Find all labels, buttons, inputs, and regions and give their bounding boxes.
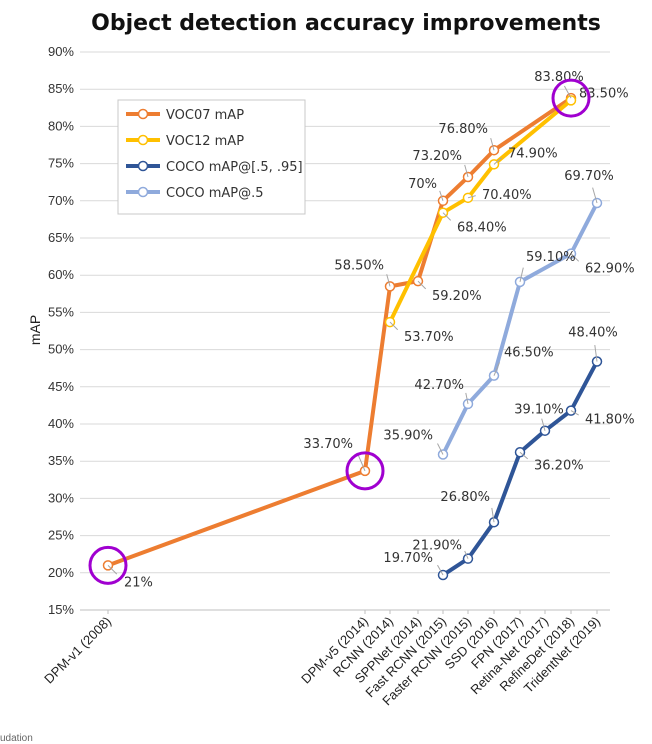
- label-leader: [519, 267, 524, 283]
- y-tick-label: 55%: [48, 304, 74, 319]
- label-leader: [570, 410, 579, 416]
- data-label-voc07-map: 76.80%: [438, 122, 488, 137]
- y-tick-label: 35%: [48, 453, 74, 468]
- y-tick-label: 30%: [48, 490, 74, 505]
- highlight-circle: [345, 451, 385, 491]
- legend-box: [117, 99, 306, 215]
- y-axis-label: mAP: [27, 315, 43, 345]
- label-leader: [541, 418, 546, 431]
- y-tick-label: 75%: [48, 156, 74, 171]
- label-leader: [464, 550, 469, 559]
- data-label-coco-map-5: 35.90%: [383, 429, 433, 444]
- data-label-voc12-map: 53.70%: [404, 330, 454, 345]
- y-tick-label: 90%: [48, 44, 74, 59]
- label-leader: [357, 455, 366, 472]
- data-label-voc12-map: 74.90%: [508, 146, 558, 161]
- data-point-voc12-map: [565, 95, 577, 106]
- label-leader: [493, 362, 500, 376]
- label-leaders: [107, 85, 598, 576]
- data-label-coco-map-5-95: 19.70%: [383, 551, 433, 566]
- label-leader: [592, 187, 598, 204]
- label-leader: [570, 253, 580, 262]
- label-leader: [417, 280, 427, 290]
- label-leader: [439, 190, 444, 201]
- data-label-coco-map-5-95: 26.80%: [440, 490, 490, 505]
- legend-label-coco-map-5: COCO mAP@.5: [166, 186, 264, 201]
- label-leader: [594, 344, 598, 362]
- data-label-voc07-map: 73.20%: [412, 149, 462, 164]
- y-tick-label: 20%: [48, 565, 74, 580]
- legend-marker: [137, 160, 149, 172]
- y-tick-label: 70%: [48, 193, 74, 208]
- label-leader: [519, 451, 529, 460]
- label-leader: [563, 85, 572, 99]
- data-label-coco-map-5-95: 39.10%: [514, 403, 564, 418]
- y-tick-label: 60%: [48, 267, 74, 282]
- y-tick-label: 65%: [48, 230, 74, 245]
- highlight-circles: [88, 78, 591, 585]
- label-leader: [437, 564, 444, 576]
- label-leader: [491, 507, 495, 523]
- label-leader: [386, 274, 391, 287]
- data-label-voc07-map: 33.70%: [303, 437, 353, 452]
- y-tick-label: 25%: [48, 528, 74, 543]
- data-label-voc07-map: 59.20%: [432, 289, 482, 304]
- label-leader: [490, 137, 495, 151]
- data-label-coco-map-5: 62.90%: [585, 262, 635, 277]
- data-label-voc12-map: 70.40%: [482, 188, 532, 203]
- data-label-coco-map-5-95: 48.40%: [568, 326, 618, 341]
- label-leader: [493, 157, 503, 165]
- y-tick-label: 85%: [48, 81, 74, 96]
- y-tick-label: 15%: [48, 602, 74, 617]
- data-label-coco-map-5-95: 41.80%: [585, 413, 635, 428]
- label-leader: [464, 164, 469, 178]
- y-tick-label: 50%: [48, 342, 74, 357]
- data-label-coco-map-5-95: 36.20%: [534, 458, 584, 473]
- legend-label-voc07-map: VOC07 mAP: [166, 108, 244, 123]
- data-labels: 21%33.70%58.50%59.20%70%73.20%76.80%83.8…: [124, 70, 635, 590]
- data-label-coco-map-5: 42.70%: [414, 378, 464, 393]
- data-label-coco-map-5: 59.10%: [526, 250, 576, 265]
- highlight-circle: [551, 78, 591, 118]
- series-line-coco-map-5: [441, 201, 599, 457]
- data-label-voc07-map: 70%: [408, 177, 437, 192]
- label-leader: [442, 212, 452, 221]
- y-tick-label: 40%: [48, 416, 74, 431]
- data-label-voc12-map: 68.40%: [457, 221, 507, 236]
- y-tick-label: 80%: [48, 118, 74, 133]
- data-label-voc12-map: 83.50%: [579, 86, 629, 101]
- legend-label-coco-map-5-95: COCO mAP@[.5, .95]: [166, 160, 303, 175]
- chart-title: Object detection accuracy improvements: [91, 11, 601, 36]
- highlight-circle: [88, 545, 128, 585]
- data-label-voc07-map: 58.50%: [334, 258, 384, 273]
- legend-marker: [137, 186, 149, 198]
- legend-label-voc12-map: VOC12 mAP: [166, 134, 244, 149]
- data-label-voc07-map: 21%: [124, 575, 153, 590]
- data-label-coco-map-5-95: 21.90%: [412, 539, 462, 554]
- y-axis-ticks: 15% 20% 25% 30% 35% 40% 45% 50% 55% 60% 65% 70% 75% 8…: [48, 44, 74, 617]
- label-leader: [389, 321, 399, 331]
- label-leader: [467, 195, 476, 199]
- y-tick-label: 45%: [48, 379, 74, 394]
- label-leader: [437, 443, 444, 455]
- legend: VOC07 mAP VOC12 mAP COCO mAP@[.5, .95] COCO…: [117, 99, 306, 215]
- data-label-coco-map-5: 69.70%: [564, 169, 614, 184]
- legend-marker: [137, 108, 149, 120]
- label-leader: [465, 392, 469, 405]
- legend-marker: [137, 134, 149, 146]
- footer-text: udation: [0, 733, 33, 744]
- label-leader: [107, 565, 118, 575]
- data-label-coco-map-5: 46.50%: [504, 346, 554, 361]
